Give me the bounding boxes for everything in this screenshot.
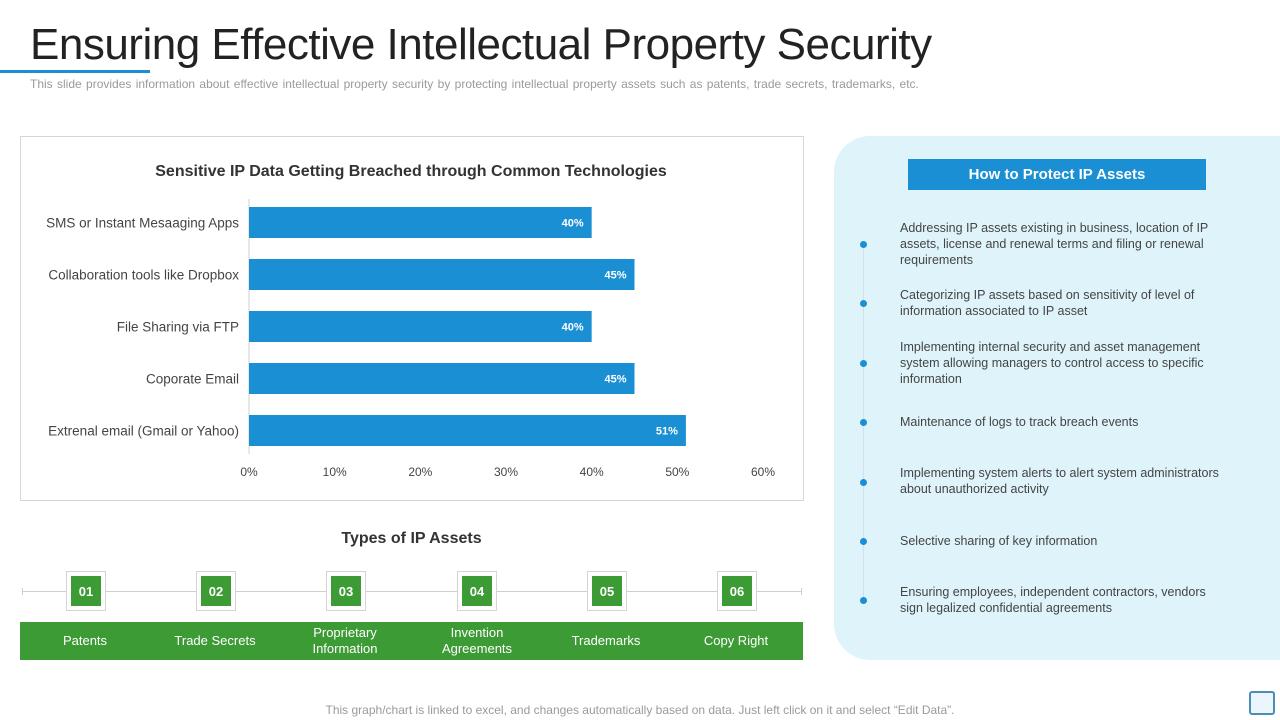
type-number: 06 bbox=[722, 576, 752, 606]
type-label-invention-agreements: Invention Agreements bbox=[441, 625, 513, 656]
protect-header: How to Protect IP Assets bbox=[908, 159, 1206, 190]
chart-bar bbox=[249, 311, 592, 342]
type-label-trade-secrets: Trade Secrets bbox=[174, 633, 256, 648]
chart-category-label: Coporate Email bbox=[146, 372, 239, 387]
footer-note: This graph/chart is linked to excel, and… bbox=[325, 703, 955, 717]
type-number: 01 bbox=[71, 576, 101, 606]
chart-bar bbox=[249, 207, 592, 238]
chart-x-tick-label: 40% bbox=[580, 465, 604, 479]
type-label-trademarks: Trademarks bbox=[571, 633, 641, 648]
types-timeline bbox=[22, 591, 802, 592]
protect-item: Implementing system alerts to alert syst… bbox=[900, 466, 1219, 496]
chart-x-tick-label: 0% bbox=[240, 465, 258, 479]
type-number-box: 01 bbox=[66, 571, 106, 611]
bullet-dot bbox=[860, 241, 867, 248]
types-label-bar bbox=[20, 622, 803, 660]
type-label-proprietary-information: Proprietary Information bbox=[312, 625, 378, 656]
bullet-dot bbox=[860, 538, 867, 545]
bullet-dot bbox=[860, 419, 867, 426]
chart-title: Sensitive IP Data Getting Breached throu… bbox=[155, 163, 667, 180]
slide-nav-icon[interactable] bbox=[1249, 691, 1275, 715]
protect-item: Maintenance of logs to track breach even… bbox=[900, 415, 1139, 429]
chart-bar bbox=[249, 363, 635, 394]
breach-chart[interactable]: Sensitive IP Data Getting Breached throu… bbox=[20, 136, 804, 501]
type-number: 03 bbox=[331, 576, 361, 606]
title-underline bbox=[0, 70, 150, 73]
chart-data-label: 45% bbox=[604, 374, 626, 386]
chart-category-label: SMS or Instant Mesaaging Apps bbox=[46, 216, 239, 231]
chart-bar bbox=[249, 415, 686, 446]
chart-x-tick-label: 20% bbox=[408, 465, 432, 479]
chart-category-label: Collaboration tools like Dropbox bbox=[48, 268, 239, 283]
chart-x-tick-label: 50% bbox=[665, 465, 689, 479]
chart-category-label: Extrenal email (Gmail or Yahoo) bbox=[48, 424, 239, 439]
type-number-box: 04 bbox=[457, 571, 497, 611]
bullet-dot bbox=[860, 479, 867, 486]
protect-item: Addressing IP assets existing in busines… bbox=[900, 221, 1209, 267]
chart-x-tick-label: 30% bbox=[494, 465, 518, 479]
type-number-box: 02 bbox=[196, 571, 236, 611]
type-label-patents: Patents bbox=[62, 633, 108, 648]
chart-category-label: File Sharing via FTP bbox=[117, 320, 239, 335]
protect-item: Implementing internal security and asset… bbox=[900, 340, 1204, 386]
chart-data-label: 40% bbox=[562, 322, 584, 334]
slide-subtitle: This slide provides information about ef… bbox=[30, 77, 919, 91]
protect-panel bbox=[834, 136, 1280, 660]
breach-chart-svg: Sensitive IP Data Getting Breached throu… bbox=[46, 163, 775, 479]
chart-x-tick-label: 10% bbox=[323, 465, 347, 479]
type-number-box: 05 bbox=[587, 571, 627, 611]
chart-data-label: 51% bbox=[656, 426, 678, 438]
chart-bar bbox=[249, 259, 635, 290]
types-title: Types of IP Assets bbox=[341, 530, 482, 547]
protect-item: Selective sharing of key information bbox=[900, 534, 1098, 548]
type-number: 02 bbox=[201, 576, 231, 606]
slide-title: Ensuring Effective Intellectual Property… bbox=[30, 20, 932, 69]
bullet-dot bbox=[860, 360, 867, 367]
chart-data-label: 40% bbox=[562, 218, 584, 230]
bullet-dot bbox=[860, 597, 867, 604]
protect-item: Categorizing IP assets based on sensitiv… bbox=[900, 288, 1195, 318]
type-number-box: 06 bbox=[717, 571, 757, 611]
timeline-start-cap bbox=[22, 588, 23, 595]
protect-item: Ensuring employees, independent contract… bbox=[900, 585, 1206, 615]
chart-data-label: 45% bbox=[604, 270, 626, 282]
bullet-dot bbox=[860, 300, 867, 307]
chart-x-tick-label: 60% bbox=[751, 465, 775, 479]
type-number: 04 bbox=[462, 576, 492, 606]
timeline-end-cap bbox=[801, 588, 802, 595]
type-label-copy-right: Copy Right bbox=[703, 633, 769, 648]
type-number: 05 bbox=[592, 576, 622, 606]
type-number-box: 03 bbox=[326, 571, 366, 611]
